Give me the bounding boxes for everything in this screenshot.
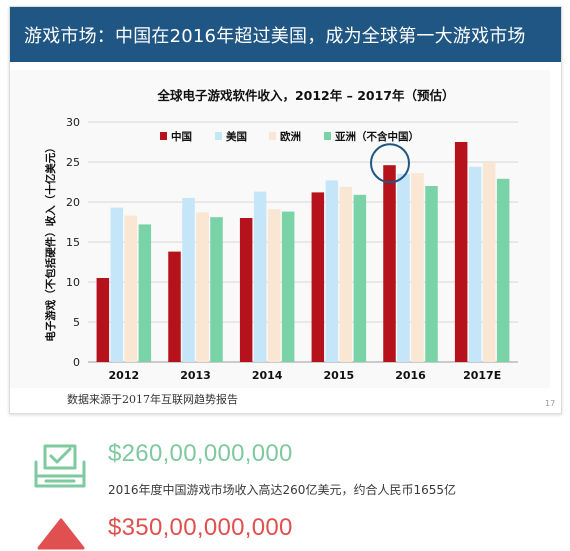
bar-2014-series-3: [281, 211, 295, 362]
x-tick-label: 2013: [180, 369, 211, 382]
bar-2015-series-1: [325, 180, 339, 362]
x-tick-label: 2016: [395, 369, 426, 382]
legend-swatch: [215, 132, 222, 140]
y-tick-label: 25: [66, 156, 80, 169]
y-tick-label: 10: [66, 276, 80, 289]
bar-2016-series-1: [397, 174, 410, 362]
up-triangle-icon: [37, 518, 85, 550]
bar-2014-series-0: [239, 218, 253, 362]
checked-box-icon: [34, 444, 86, 488]
y-tick-label: 15: [66, 236, 80, 249]
chart-area: 全球电子游戏软件收入，2012年 – 2017年（预估） 0 5 10 15 20 25 30…: [10, 70, 550, 388]
bar-2017E-series-1: [468, 166, 482, 362]
x-tick-label: 2012: [109, 369, 140, 382]
stat-value-china-revenue: $260,00,000,000: [108, 440, 293, 467]
bar-2016-series-2: [411, 173, 424, 362]
bar-2012-series-2: [124, 215, 138, 362]
legend-swatch: [269, 132, 276, 140]
slide-title: 游戏市场：中国在2016年超过美国，成为全球第一大游戏市场: [24, 25, 526, 47]
bar-2017E-series-2: [482, 162, 496, 362]
x-tick-label: 2015: [324, 369, 355, 382]
bar-2016-series-3: [425, 186, 438, 362]
y-tick-label: 5: [73, 316, 80, 329]
slide-header: 游戏市场：中国在2016年超过美国，成为全球第一大游戏市场: [10, 7, 561, 62]
legend-label: 中国: [171, 130, 192, 143]
x-tick-label: 2014: [252, 369, 283, 382]
bar-2015-series-2: [339, 186, 353, 362]
y-tick-label: 30: [66, 116, 80, 129]
stat-value-projected-revenue: $350,00,000,000: [108, 514, 293, 541]
legend-swatch: [324, 132, 331, 140]
bar-2013-series-3: [210, 217, 223, 362]
bar-2012-series-1: [110, 207, 124, 362]
x-tick-label: 2017E: [463, 369, 501, 382]
legend-label: 美国: [226, 130, 247, 143]
y-tick-label: 0: [73, 356, 80, 369]
page-number: 17: [545, 399, 556, 408]
bar-2013-series-0: [168, 251, 181, 362]
legend-label: 亚洲（不含中国）: [335, 130, 419, 143]
source-note: 数据来源于2017年互联网趋势报告: [67, 393, 238, 406]
bar-2017E-series-3: [496, 178, 510, 362]
bar-2014-series-1: [253, 191, 267, 362]
bar-2012-series-0: [96, 278, 110, 362]
y-axis-label: 电子游戏（不包括硬件）收入（十亿美元）: [44, 142, 57, 342]
bar-2017E-series-0: [454, 142, 468, 362]
revenue-bar-chart: 全球电子游戏软件收入，2012年 – 2017年（预估） 0 5 10 15 20 25 30…: [44, 88, 518, 382]
bar-2013-series-2: [196, 212, 209, 362]
bar-2012-series-3: [138, 224, 152, 362]
bar-2013-series-1: [182, 198, 195, 362]
highlight-circle: [370, 143, 410, 184]
bar-2015-series-3: [353, 194, 367, 362]
legend-label: 欧洲: [280, 130, 301, 143]
slide: 游戏市场：中国在2016年超过美国，成为全球第一大游戏市场 全球电子游戏软件收入…: [9, 6, 562, 414]
bar-2015-series-0: [311, 192, 325, 362]
chart-title: 全球电子游戏软件收入，2012年 – 2017年（预估）: [156, 88, 454, 103]
legend-swatch: [160, 132, 167, 140]
y-tick-label: 20: [66, 196, 80, 209]
bar-2014-series-2: [267, 209, 281, 362]
bar-2016-series-0: [383, 165, 396, 362]
stat-description: 2016年度中国游戏市场收入高达260亿美元，约合人民币1655亿: [108, 483, 456, 497]
